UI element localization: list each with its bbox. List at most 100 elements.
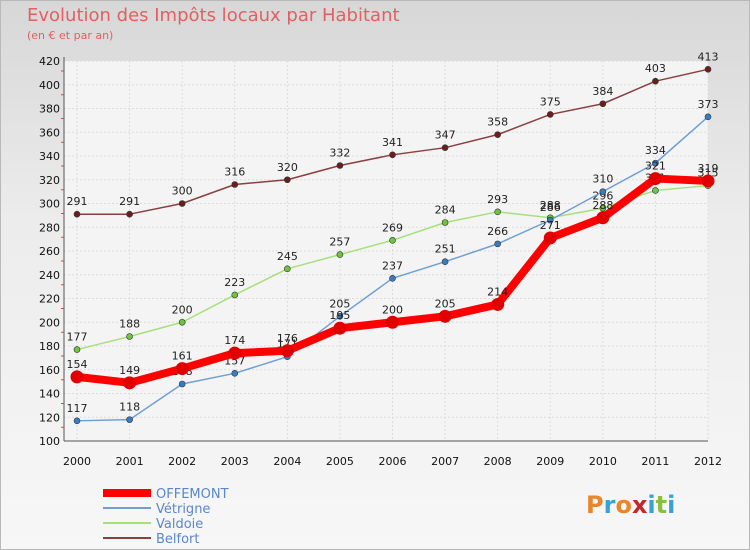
- data-label: 177: [67, 331, 88, 344]
- data-label: 296: [592, 189, 613, 202]
- y-tick-label: 280: [39, 221, 60, 234]
- data-label: 413: [698, 50, 719, 63]
- y-tick-label: 380: [39, 103, 60, 116]
- chart-title: Evolution des Impôts locaux par Habitant: [27, 5, 400, 26]
- data-point: [73, 417, 81, 425]
- data-point: [652, 159, 659, 167]
- y-tick-label: 300: [39, 198, 60, 211]
- chart-subtitle: (en € et par an): [27, 29, 114, 42]
- data-label: 266: [487, 225, 508, 238]
- data-point: [389, 151, 396, 159]
- data-point: [389, 275, 396, 282]
- data-label: 291: [67, 195, 88, 208]
- data-point: [648, 172, 662, 186]
- proxiti-logo: Proxiti: [586, 491, 675, 519]
- data-label: 237: [382, 259, 403, 272]
- x-tick-label: 2005: [326, 455, 354, 468]
- data-label: 257: [329, 236, 350, 249]
- data-label: 223: [224, 276, 245, 289]
- data-point: [123, 376, 137, 390]
- x-tick-label: 2002: [168, 455, 196, 468]
- data-point: [231, 181, 239, 188]
- data-label: 375: [540, 95, 561, 108]
- y-tick-label: 160: [39, 364, 60, 377]
- logo-letter: x: [631, 491, 648, 519]
- data-point: [231, 291, 239, 299]
- data-point: [336, 162, 344, 169]
- data-point: [178, 380, 186, 388]
- data-point: [652, 187, 659, 194]
- data-label: 154: [67, 358, 88, 371]
- data-label: 288: [592, 199, 613, 212]
- data-point: [178, 318, 186, 326]
- data-label: 341: [382, 136, 403, 149]
- x-tick-label: 2000: [63, 455, 91, 468]
- logo-letter: o: [615, 491, 632, 519]
- data-label: 117: [67, 402, 88, 415]
- data-label: 188: [119, 318, 140, 331]
- data-label: 332: [329, 147, 350, 160]
- data-label: 373: [698, 98, 719, 111]
- x-tick-label: 2003: [221, 455, 249, 468]
- logo-letter: i: [647, 491, 656, 519]
- y-tick-label: 340: [39, 150, 60, 163]
- data-point: [231, 370, 239, 377]
- data-label: 174: [224, 334, 245, 347]
- data-point: [333, 321, 347, 335]
- data-label: 403: [645, 62, 666, 75]
- data-point: [494, 208, 501, 216]
- data-label: 310: [592, 173, 613, 186]
- data-point: [386, 315, 399, 329]
- x-tick-label: 2007: [431, 455, 459, 468]
- data-point: [126, 416, 133, 423]
- data-label: 320: [277, 161, 298, 174]
- data-label: 358: [487, 116, 508, 129]
- data-point: [652, 77, 659, 85]
- y-tick-label: 420: [39, 55, 60, 68]
- logo-letter: t: [655, 491, 668, 519]
- data-label: 149: [119, 364, 140, 377]
- data-label: 205: [435, 297, 456, 310]
- data-point: [126, 333, 133, 340]
- data-label: 284: [435, 204, 456, 217]
- data-label: 200: [172, 303, 193, 316]
- data-point: [546, 216, 554, 224]
- data-point: [704, 113, 712, 121]
- data-label: 205: [329, 297, 350, 310]
- data-point: [543, 231, 557, 245]
- data-point: [284, 176, 291, 184]
- logo-letter: r: [603, 491, 616, 519]
- data-label: 286: [540, 201, 561, 214]
- x-tick-label: 2004: [273, 455, 301, 468]
- y-tick-label: 140: [39, 388, 60, 401]
- data-point: [701, 174, 715, 188]
- data-point: [280, 344, 294, 358]
- data-point: [494, 131, 501, 138]
- data-label: 271: [540, 219, 561, 232]
- data-label: 245: [277, 250, 298, 263]
- data-point: [336, 313, 344, 320]
- y-tick-label: 320: [39, 174, 60, 187]
- data-label: 214: [487, 285, 508, 298]
- data-point: [70, 370, 84, 384]
- data-label: 293: [487, 193, 508, 206]
- data-point: [228, 346, 242, 360]
- legend-label: OFFEMONT: [156, 487, 229, 502]
- y-tick-label: 400: [39, 79, 60, 92]
- data-label: 176: [277, 332, 298, 345]
- y-tick-label: 100: [39, 435, 60, 448]
- y-tick-label: 200: [39, 316, 60, 329]
- x-tick-label: 2011: [641, 455, 669, 468]
- y-tick-label: 240: [39, 269, 60, 282]
- data-label: 384: [592, 85, 613, 98]
- data-label: 300: [172, 185, 193, 198]
- x-tick-label: 2012: [694, 455, 722, 468]
- data-point: [438, 309, 452, 323]
- data-point: [599, 100, 607, 108]
- x-tick-label: 2008: [484, 455, 512, 468]
- data-label: 315: [698, 167, 719, 180]
- data-point: [73, 346, 81, 353]
- data-label: 316: [224, 166, 245, 179]
- y-tick-label: 360: [39, 126, 60, 139]
- data-label: 200: [382, 303, 403, 316]
